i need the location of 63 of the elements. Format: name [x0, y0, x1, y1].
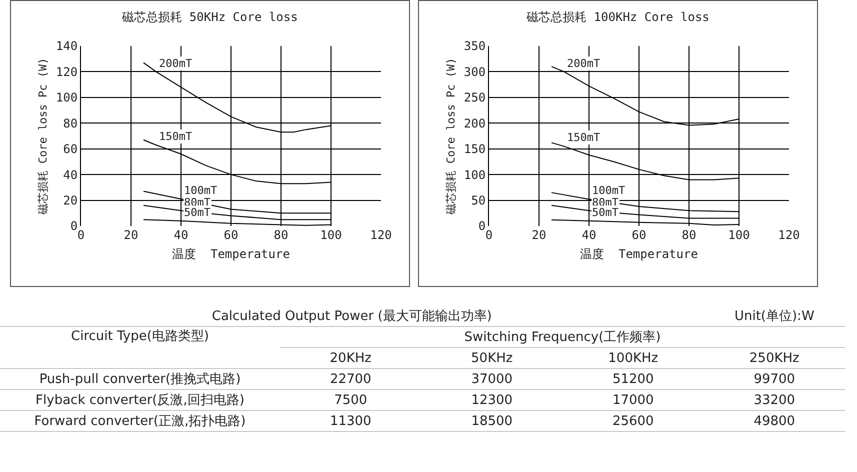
data-label: 22700	[280, 368, 422, 390]
x-tick-label: 20	[532, 228, 546, 242]
x-tick-label: 120	[778, 228, 800, 242]
chart-title: Calculated Output Power (最大可能输出功率)	[0, 306, 704, 326]
data-label: 99700	[704, 368, 845, 390]
x-tick-label: 100KHz	[562, 348, 704, 368]
data-label: 7500	[280, 390, 422, 410]
x-tick-label: 80	[274, 228, 288, 242]
x-tick-label: 250KHz	[704, 348, 845, 368]
y-tick-label: 60	[63, 142, 78, 156]
y-tick-label: 50	[471, 193, 486, 208]
x-tick-label: 100	[728, 228, 750, 242]
x-tick-label: 60	[632, 228, 646, 242]
data-label: 17000	[562, 390, 704, 410]
y-tick-label: 100	[56, 90, 78, 105]
series-label: 50mT	[592, 206, 619, 219]
y-tick-label: 150	[464, 142, 486, 156]
x-tick-label: 60	[224, 228, 238, 242]
x-tick-label: 120	[370, 228, 392, 242]
series-label: 150mT	[159, 130, 192, 143]
data-label: 12300	[421, 390, 562, 410]
y-tick-label: 40	[63, 168, 78, 182]
x-tick-label: 40	[174, 228, 188, 242]
x-axis-title: Switching Frequency(工作频率)	[280, 326, 845, 348]
y-tick-label: 120	[56, 64, 78, 79]
chart-title: 磁芯总损耗 100KHz Core loss	[526, 10, 710, 24]
x-tick-label: 100	[320, 228, 342, 242]
y-tick-label: 80	[63, 116, 78, 130]
x-tick-label: 40	[582, 228, 596, 242]
y-tick-label: 300	[464, 64, 486, 79]
series-label: 100mT	[592, 184, 626, 197]
chart-title: 磁芯总损耗 50KHz Core loss	[121, 10, 298, 24]
x-tick-label: 50KHz	[421, 348, 562, 368]
data-label: 33200	[704, 390, 845, 410]
data-label: 49800	[704, 410, 845, 432]
series-label: 150mT	[567, 131, 600, 144]
data-label: 18500	[421, 410, 562, 432]
x-axis-title: 温度 Temperature	[580, 246, 698, 261]
y-tick-label: 20	[63, 193, 78, 208]
y-axis-title: Circuit Type(电路类型)	[0, 326, 280, 368]
y-tick-label: Push-pull converter(推挽式电路)	[0, 368, 280, 390]
y-axis-title: 磁芯损耗 Core loss Pc (W)	[444, 58, 458, 216]
series-label: 200mT	[567, 57, 600, 70]
y-tick-label: 350	[464, 39, 486, 54]
series-label: 200mT	[159, 57, 192, 70]
data-label: 25600	[562, 410, 704, 432]
y-tick-label: Flyback converter(反激,回扫电路)	[0, 390, 280, 410]
y-axis-title: 磁芯损耗 Core loss Pc (W)	[36, 58, 50, 216]
y-tick-label: 200	[464, 116, 486, 130]
y-tick-label: Forward converter(正激,拓扑电路)	[0, 410, 280, 432]
y-tick-label: 250	[464, 90, 486, 105]
data-label: 51200	[562, 368, 704, 390]
y-tick-label: 140	[56, 39, 78, 54]
x-tick-label: 20KHz	[280, 348, 422, 368]
x-tick-label: 80	[682, 228, 696, 242]
series-label: 50mT	[184, 206, 211, 219]
text: Unit(单位):W	[704, 306, 845, 326]
x-axis-title: 温度 Temperature	[172, 246, 290, 261]
data-label: 11300	[280, 410, 422, 432]
y-tick-label: 100	[464, 168, 486, 182]
data-label: 37000	[421, 368, 562, 390]
x-tick-label: 20	[124, 228, 138, 242]
series-label: 100mT	[184, 184, 218, 197]
